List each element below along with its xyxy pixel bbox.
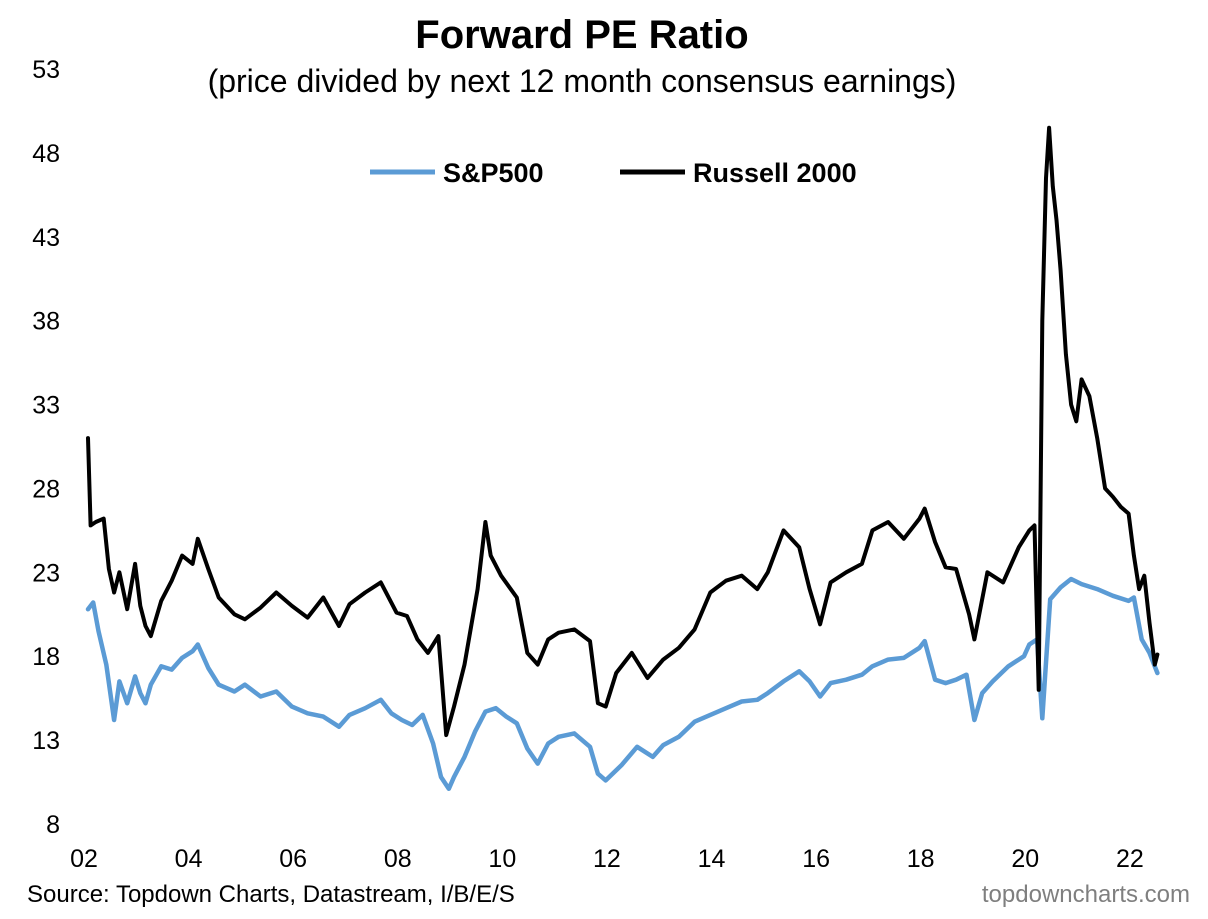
y-tick-label: 43 <box>32 224 60 252</box>
legend-label-russell: Russell 2000 <box>693 158 857 188</box>
y-tick-label: 38 <box>32 308 60 336</box>
x-tick-label: 18 <box>907 845 935 873</box>
x-axis-ticks: 02 04 06 08 10 12 14 16 18 20 22 <box>70 845 1144 873</box>
legend: S&P500 Russell 2000 <box>370 158 857 188</box>
y-tick-label: 13 <box>32 727 60 755</box>
series-line-sp500 <box>85 576 1160 792</box>
x-tick-label: 12 <box>593 845 621 873</box>
source-note: Source: Topdown Charts, Datastream, I/B/… <box>27 881 515 908</box>
x-tick-label: 22 <box>1116 845 1144 873</box>
y-tick-label: 48 <box>32 140 60 168</box>
x-tick-label: 02 <box>70 845 98 873</box>
credit-note: topdowncharts.com <box>982 881 1190 908</box>
y-tick-label: 8 <box>46 811 60 839</box>
legend-label-sp500: S&P500 <box>443 158 544 188</box>
x-tick-label: 16 <box>802 845 830 873</box>
x-tick-label: 14 <box>698 845 726 873</box>
series-line-russell-2000 <box>86 125 1160 738</box>
y-tick-label: 53 <box>32 56 60 84</box>
series-lines <box>85 125 1160 792</box>
x-tick-label: 20 <box>1011 845 1039 873</box>
y-axis-ticks: 8 13 18 23 28 33 38 43 48 53 <box>32 56 60 839</box>
chart-subtitle: (price divided by next 12 month consensu… <box>208 63 957 99</box>
y-tick-label: 28 <box>32 475 60 503</box>
y-tick-label: 18 <box>32 643 60 671</box>
x-tick-label: 10 <box>488 845 516 873</box>
y-tick-label: 33 <box>32 392 60 420</box>
x-tick-label: 06 <box>279 845 307 873</box>
x-tick-label: 04 <box>175 845 203 873</box>
y-tick-label: 23 <box>32 559 60 587</box>
chart-title: Forward PE Ratio <box>415 13 748 57</box>
x-tick-label: 08 <box>384 845 412 873</box>
